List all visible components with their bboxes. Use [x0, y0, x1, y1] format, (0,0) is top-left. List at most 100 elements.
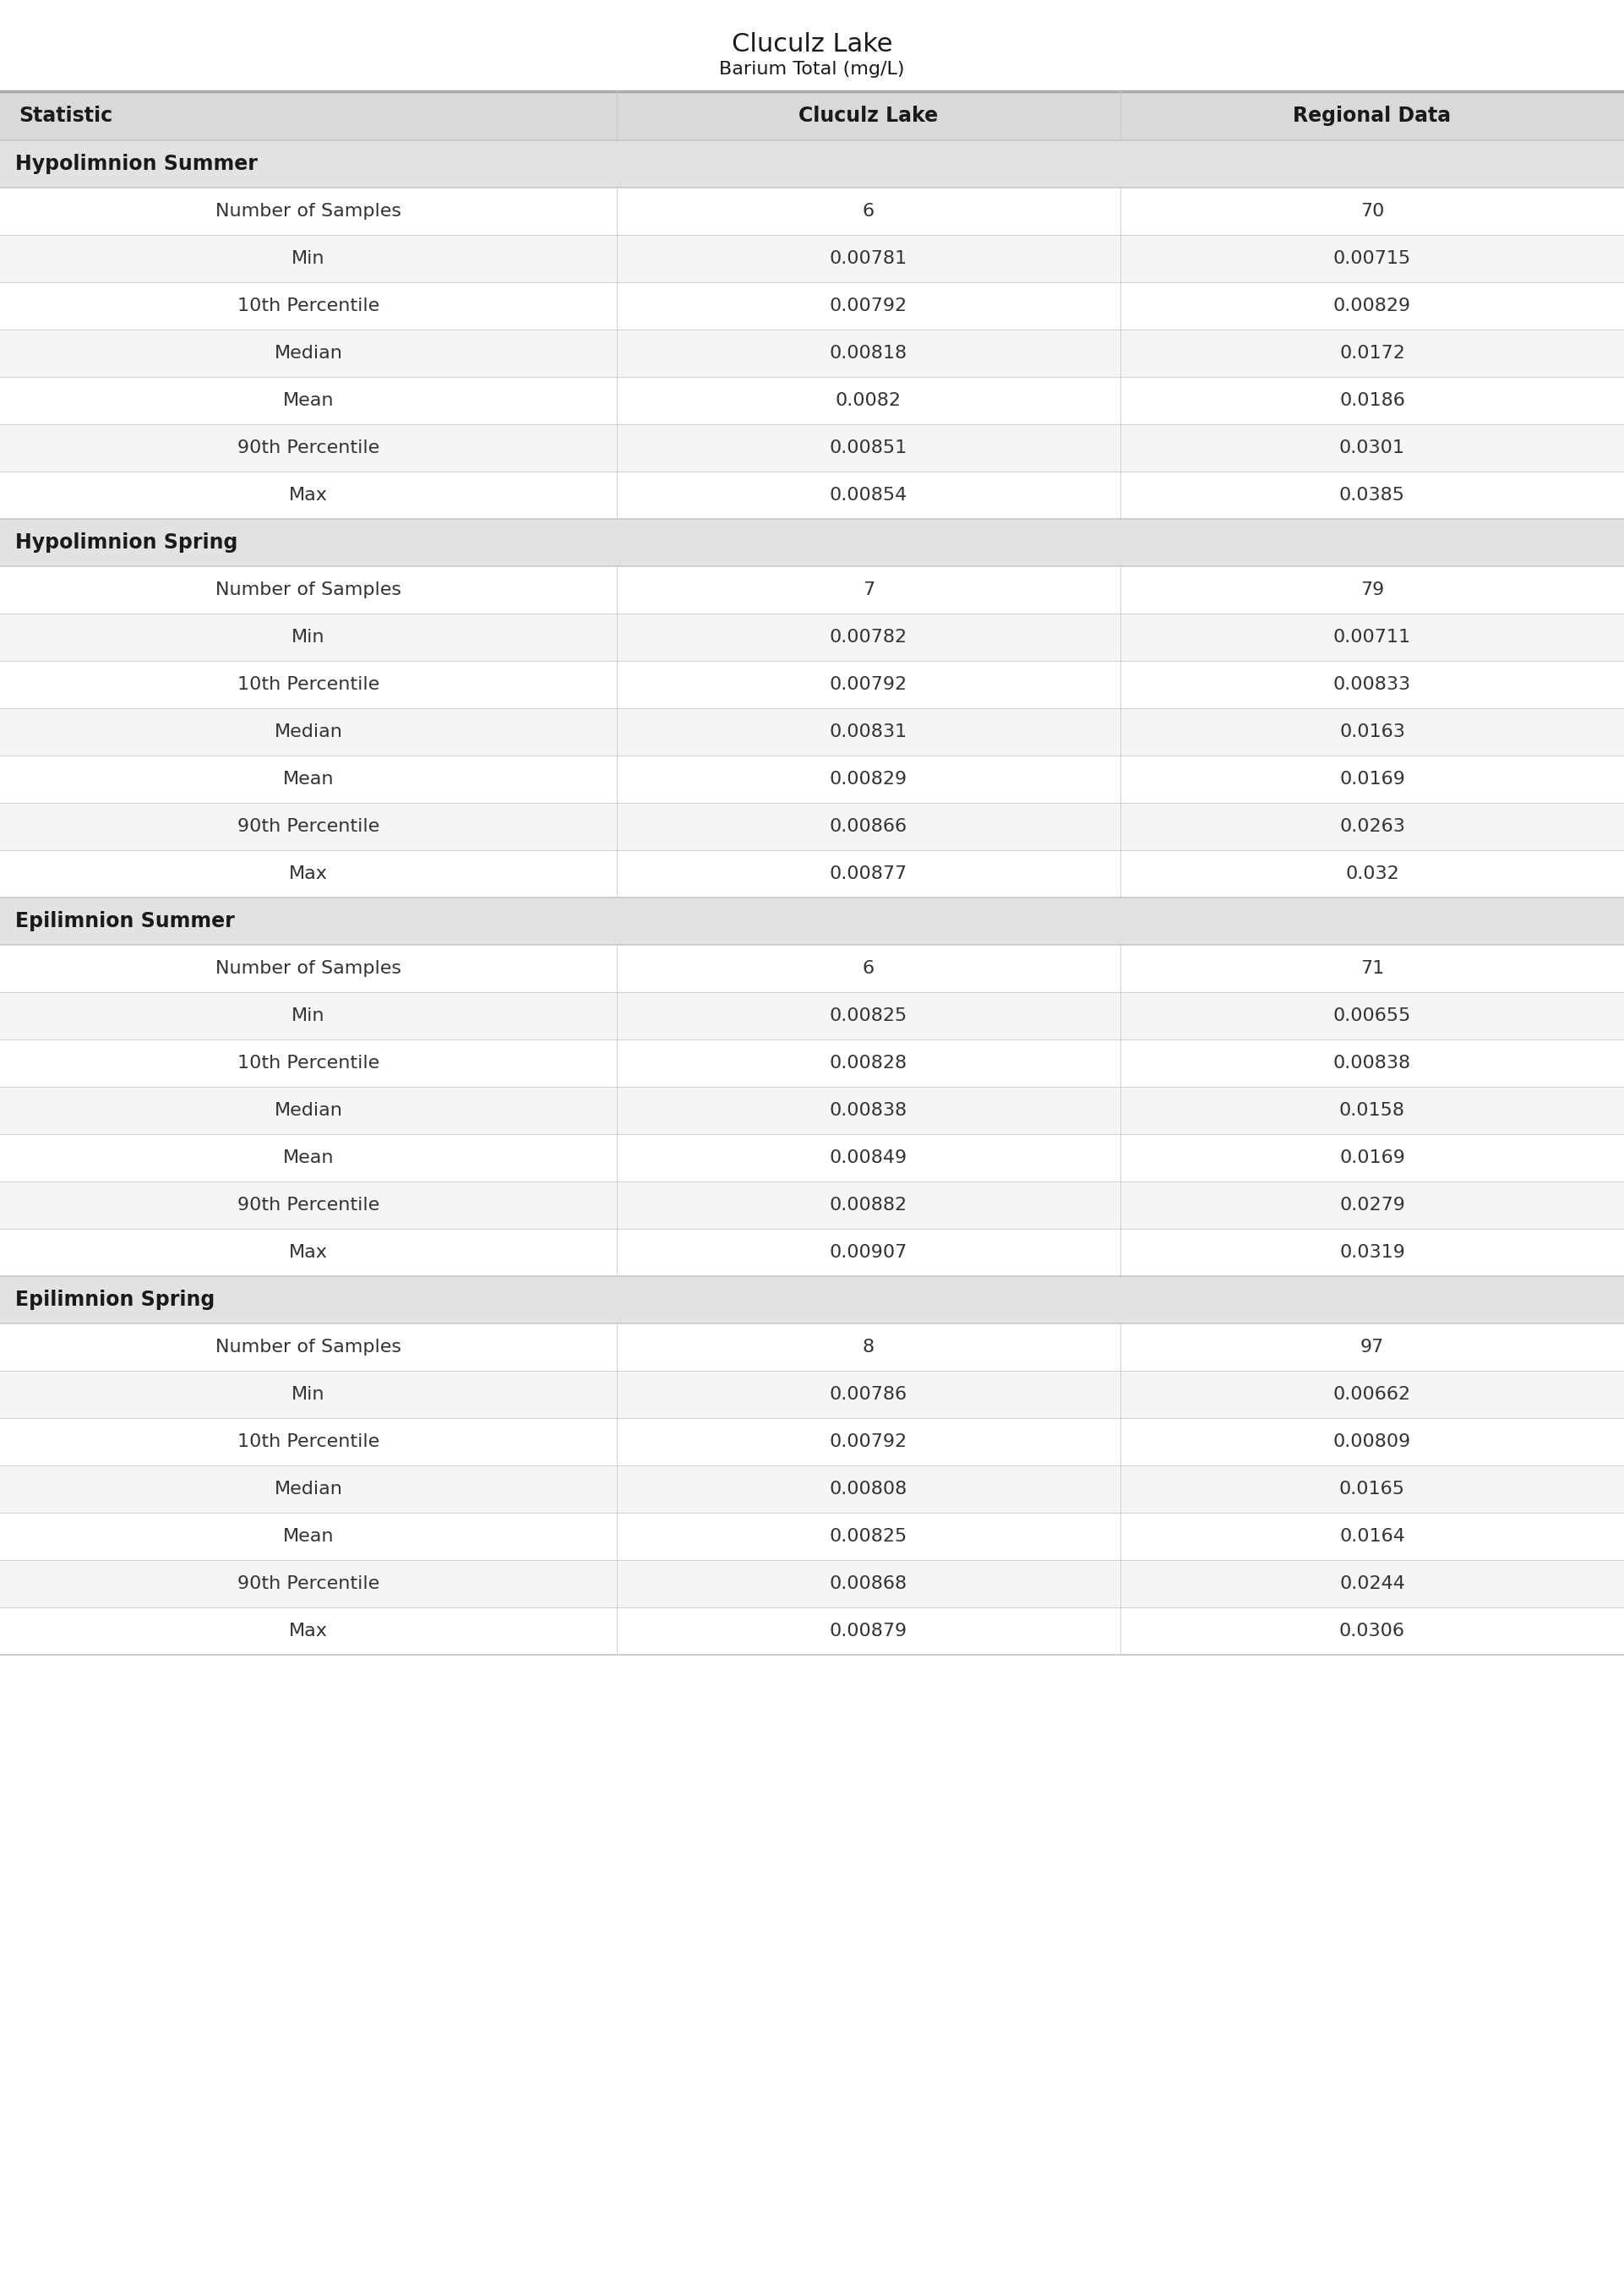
- Text: 10th Percentile: 10th Percentile: [237, 676, 380, 692]
- Text: 97: 97: [1361, 1339, 1384, 1355]
- Text: 6: 6: [862, 202, 875, 220]
- Bar: [0, 472, 1624, 520]
- Text: 0.0301: 0.0301: [1340, 440, 1405, 456]
- Text: Number of Samples: Number of Samples: [216, 960, 401, 976]
- Text: Min: Min: [292, 629, 325, 645]
- Text: 90th Percentile: 90th Percentile: [237, 817, 380, 835]
- Text: 0.0172: 0.0172: [1340, 345, 1405, 361]
- Text: Min: Min: [292, 1008, 325, 1024]
- Bar: [0, 1180, 1624, 1228]
- Text: 0.00715: 0.00715: [1333, 250, 1411, 268]
- Bar: [0, 1466, 1624, 1512]
- Text: Min: Min: [292, 1387, 325, 1403]
- Text: 0.0163: 0.0163: [1340, 724, 1405, 740]
- Text: 90th Percentile: 90th Percentile: [237, 1575, 380, 1591]
- Text: 0.0164: 0.0164: [1340, 1528, 1405, 1546]
- Text: Hypolimnion Summer: Hypolimnion Summer: [15, 154, 258, 175]
- Text: 0.00849: 0.00849: [830, 1149, 908, 1167]
- Bar: [0, 613, 1624, 661]
- Bar: [0, 992, 1624, 1040]
- Text: 0.0169: 0.0169: [1340, 772, 1405, 788]
- Text: 8: 8: [862, 1339, 875, 1355]
- Text: Mean: Mean: [283, 393, 335, 409]
- Bar: [0, 1228, 1624, 1276]
- Text: Statistic: Statistic: [18, 107, 112, 125]
- Text: Max: Max: [289, 1623, 328, 1639]
- Text: 0.00907: 0.00907: [830, 1244, 908, 1260]
- Bar: [0, 1371, 1624, 1419]
- Text: 0.00825: 0.00825: [830, 1008, 908, 1024]
- Bar: [0, 141, 1624, 188]
- Text: 0.00655: 0.00655: [1333, 1008, 1411, 1024]
- Text: Mean: Mean: [283, 772, 335, 788]
- Text: 6: 6: [862, 960, 875, 976]
- Text: 0.00781: 0.00781: [830, 250, 908, 268]
- Text: 7: 7: [862, 581, 875, 599]
- Text: 10th Percentile: 10th Percentile: [237, 1432, 380, 1451]
- Bar: [0, 1135, 1624, 1180]
- Text: 0.00882: 0.00882: [830, 1196, 908, 1214]
- Text: 0.00662: 0.00662: [1333, 1387, 1411, 1403]
- Text: 0.00838: 0.00838: [830, 1101, 908, 1119]
- Text: 0.0279: 0.0279: [1340, 1196, 1405, 1214]
- Text: 0.00851: 0.00851: [830, 440, 908, 456]
- Text: 0.032: 0.032: [1345, 865, 1400, 883]
- Text: Min: Min: [292, 250, 325, 268]
- Text: 0.00809: 0.00809: [1333, 1432, 1411, 1451]
- Text: 0.00808: 0.00808: [830, 1480, 908, 1498]
- Text: Barium Total (mg/L): Barium Total (mg/L): [719, 61, 905, 77]
- Text: Number of Samples: Number of Samples: [216, 581, 401, 599]
- Text: Cluculz Lake: Cluculz Lake: [799, 107, 939, 125]
- Text: 0.00868: 0.00868: [830, 1575, 908, 1591]
- Bar: [0, 188, 1624, 234]
- Bar: [0, 520, 1624, 565]
- Text: Median: Median: [274, 1101, 343, 1119]
- Bar: [0, 1323, 1624, 1371]
- Text: 0.00877: 0.00877: [830, 865, 908, 883]
- Bar: [0, 281, 1624, 329]
- Text: Mean: Mean: [283, 1528, 335, 1546]
- Text: Max: Max: [289, 486, 328, 504]
- Bar: [0, 1419, 1624, 1466]
- Text: 90th Percentile: 90th Percentile: [237, 440, 380, 456]
- Text: 0.00829: 0.00829: [830, 772, 908, 788]
- Bar: [0, 661, 1624, 708]
- Text: 0.0263: 0.0263: [1340, 817, 1405, 835]
- Bar: [0, 708, 1624, 756]
- Text: Max: Max: [289, 1244, 328, 1260]
- Text: 0.0158: 0.0158: [1340, 1101, 1405, 1119]
- Bar: [0, 1276, 1624, 1323]
- Text: 0.0385: 0.0385: [1340, 486, 1405, 504]
- Text: 0.00782: 0.00782: [830, 629, 908, 645]
- Text: 10th Percentile: 10th Percentile: [237, 297, 380, 313]
- Text: 0.0244: 0.0244: [1340, 1575, 1405, 1591]
- Bar: [0, 234, 1624, 281]
- Bar: [0, 91, 1624, 141]
- Bar: [0, 1040, 1624, 1087]
- Text: Max: Max: [289, 865, 328, 883]
- Bar: [0, 851, 1624, 897]
- Text: 0.00829: 0.00829: [1333, 297, 1411, 313]
- Bar: [0, 756, 1624, 804]
- Text: 0.0186: 0.0186: [1340, 393, 1405, 409]
- Text: Hypolimnion Spring: Hypolimnion Spring: [15, 533, 237, 552]
- Text: Epilimnion Summer: Epilimnion Summer: [15, 910, 235, 931]
- Text: 0.0319: 0.0319: [1340, 1244, 1405, 1260]
- Text: Regional Data: Regional Data: [1293, 107, 1452, 125]
- Text: 0.00854: 0.00854: [830, 486, 908, 504]
- Text: 0.00838: 0.00838: [1333, 1056, 1411, 1071]
- Text: 0.0169: 0.0169: [1340, 1149, 1405, 1167]
- Text: 0.0306: 0.0306: [1340, 1623, 1405, 1639]
- Text: 0.00879: 0.00879: [830, 1623, 908, 1639]
- Text: 10th Percentile: 10th Percentile: [237, 1056, 380, 1071]
- Bar: [0, 944, 1624, 992]
- Text: 70: 70: [1361, 202, 1384, 220]
- Bar: [0, 1087, 1624, 1135]
- Text: 90th Percentile: 90th Percentile: [237, 1196, 380, 1214]
- Text: 0.00711: 0.00711: [1333, 629, 1411, 645]
- Text: 0.00866: 0.00866: [830, 817, 908, 835]
- Text: 0.00833: 0.00833: [1333, 676, 1411, 692]
- Text: Cluculz Lake: Cluculz Lake: [731, 32, 893, 57]
- Text: Number of Samples: Number of Samples: [216, 1339, 401, 1355]
- Text: Median: Median: [274, 345, 343, 361]
